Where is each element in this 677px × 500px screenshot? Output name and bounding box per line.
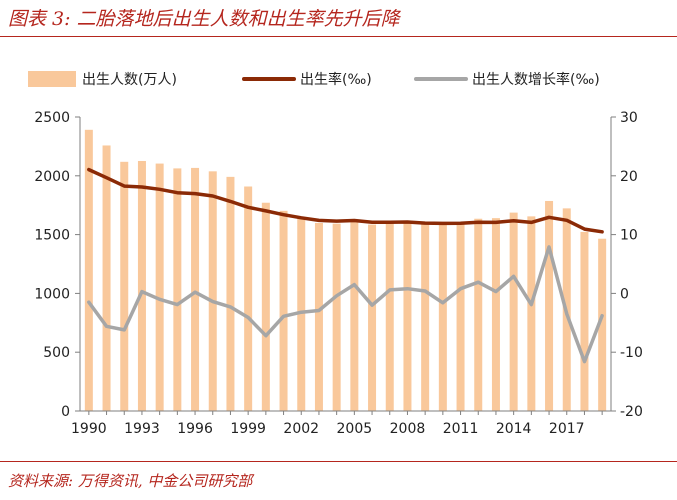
- bar-1996: [191, 167, 200, 411]
- legend-label-births: 出生人数(万人): [82, 72, 177, 88]
- right-tick-label: 20: [620, 169, 638, 185]
- bar-2005: [350, 220, 359, 411]
- bar-2011: [456, 222, 465, 411]
- source-divider: [0, 461, 677, 462]
- chart-axes: 0 500 1000 1500 2000 2500 -20 -10 0 10 20 30 1990 199…: [34, 110, 643, 437]
- right-tick-label: -20: [620, 404, 643, 420]
- left-tick-label: 0: [61, 404, 70, 420]
- x-tick-label: 2017: [549, 421, 585, 437]
- x-tick-label: 2008: [390, 421, 426, 437]
- chart-svg: 出生人数(万人) 出生率(‰) 出生人数增长率(‰) 050010001500200…: [28, 71, 643, 437]
- x-tick-label: 1993: [124, 421, 160, 437]
- bar-2012: [474, 218, 483, 411]
- x-tick-label: 1990: [71, 421, 107, 437]
- right-tick-label: -10: [620, 345, 643, 361]
- bar-2019: [598, 238, 607, 411]
- left-tick-label: 1000: [34, 286, 70, 302]
- x-tick-label: 1999: [230, 421, 266, 437]
- right-tick-label: 30: [620, 110, 638, 126]
- right-tick-label: 10: [620, 228, 638, 244]
- birth-rate-line: [87, 167, 604, 234]
- legend-label-growth-rate: 出生人数增长率(‰): [472, 71, 600, 88]
- line-series: [87, 167, 604, 364]
- bar-2014: [509, 212, 518, 411]
- legend-label-birth-rate: 出生率(‰): [300, 71, 372, 88]
- bar-2015: [527, 216, 536, 411]
- left-tick-label: 500: [43, 345, 70, 361]
- bar-2018: [580, 231, 589, 411]
- bar-2000: [261, 202, 270, 411]
- source-note: 资料来源: 万得资讯, 中金公司研究部: [8, 472, 253, 490]
- birth-growth-rate-line: [87, 245, 604, 364]
- bar-1997: [208, 171, 217, 411]
- bar-2007: [385, 223, 394, 411]
- x-tick-label: 2011: [443, 421, 479, 437]
- bar-2010: [438, 223, 447, 411]
- chart-title: 图表 3: 二胎落地后出生人数和出生率先升后降: [8, 8, 400, 30]
- bar-2006: [368, 224, 377, 411]
- bar-2009: [421, 223, 430, 411]
- bar-2003: [314, 222, 323, 411]
- bar-2013: [491, 218, 500, 411]
- left-tick-label: 2000: [34, 169, 70, 185]
- chart-legend: 出生人数(万人) 出生率(‰) 出生人数增长率(‰): [28, 71, 600, 88]
- bar-1995: [173, 168, 182, 411]
- bar-2002: [297, 217, 306, 411]
- bar-1994: [155, 163, 164, 411]
- bar-2001: [279, 210, 288, 411]
- x-tick-label: 2002: [283, 421, 319, 437]
- bar-1993: [137, 160, 146, 411]
- legend-swatch-births: [28, 71, 76, 87]
- title-divider: [0, 36, 677, 37]
- x-tick-label: 1996: [177, 421, 213, 437]
- left-tick-label: 1500: [34, 228, 70, 244]
- left-tick-label: 2500: [34, 110, 70, 126]
- x-tick-label: 2005: [337, 421, 373, 437]
- bar-1991: [102, 145, 111, 411]
- bar-1990: [84, 129, 93, 411]
- x-tick-label: 2014: [496, 421, 532, 437]
- bar-2004: [332, 223, 341, 411]
- bar-2008: [403, 221, 412, 411]
- bar-1999: [244, 186, 253, 411]
- right-tick-label: 0: [620, 286, 629, 302]
- bar-2016: [545, 200, 554, 411]
- bar-series: [84, 129, 607, 411]
- bar-1998: [226, 176, 235, 411]
- bar-1992: [120, 161, 129, 411]
